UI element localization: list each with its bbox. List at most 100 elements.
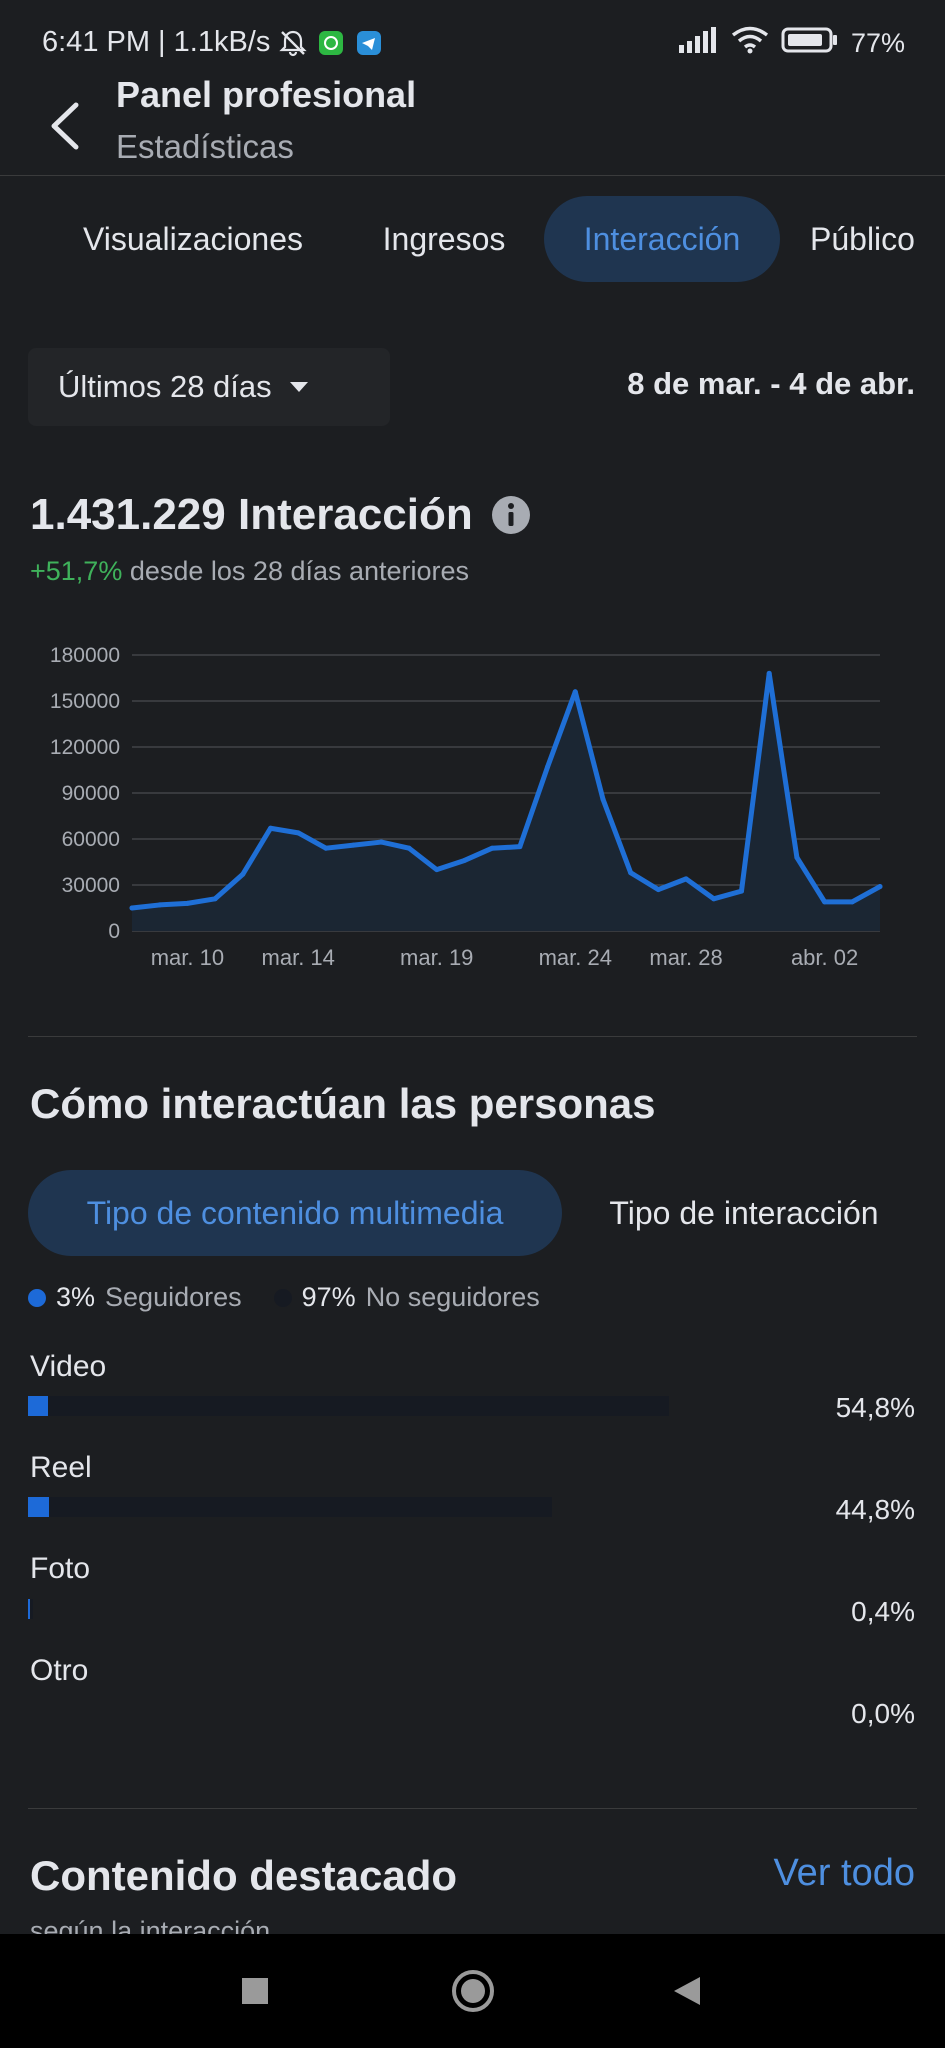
data-point [323,845,329,851]
wifi-icon [731,26,769,61]
back-nav-button[interactable] [660,1964,714,2018]
x-tick-label: mar. 19 [400,945,473,970]
series-line [129,670,883,911]
data-point [378,839,384,845]
status-time: 6:41 PM | 1.1kB/s [42,26,271,58]
bar-label-otro: Otro [30,1654,89,1687]
legend-nonfollowers-value: 97% [301,1282,356,1312]
page-title: Panel profesional [116,74,417,115]
data-point [268,825,274,831]
see-all-link[interactable]: Ver todo [773,1852,915,1894]
status-left: 6:41 PM | 1.1kB/s [42,26,384,59]
y-tick-label: 30000 [62,874,120,897]
date-range-text: 8 de mar. - 4 de abr. [627,366,915,401]
bar-value-foto: 0,4% [851,1596,915,1627]
y-tick-label: 150000 [50,690,120,713]
app-header: Panel profesional Estadísticas [0,70,945,176]
circle-icon [452,1970,494,2012]
data-point [129,905,135,911]
featured-title: Contenido destacado [30,1852,458,1899]
data-point [794,854,800,860]
segment-interaction-type[interactable]: Tipo de interacción [609,1194,879,1231]
telegram-icon [354,28,384,58]
bar-value-otro: 0,0% [851,1698,915,1729]
y-tick-label: 60000 [62,828,120,851]
metric-change-text: desde los 28 días anteriores [129,556,470,586]
battery-icon [781,26,839,61]
info-icon[interactable] [491,495,531,535]
x-tick-label: mar. 24 [539,945,612,970]
y-tick-label: 90000 [62,782,120,805]
metric-change-percent: +51,7% [30,556,123,586]
bar-track-video [28,1396,670,1416]
data-point [545,764,551,770]
back-arrow-icon [51,102,79,150]
tab-visualizaciones[interactable]: Visualizaciones [83,220,303,257]
data-point [240,871,246,877]
legend-nonfollowers-label: No seguidores [365,1282,540,1312]
whatsapp-icon [316,28,346,58]
data-point [295,830,301,836]
recents-button[interactable] [228,1964,282,2018]
bar-fill-reel [28,1497,49,1517]
data-point [434,867,440,873]
bar-fill-video [28,1396,48,1416]
bar-label-video: Video [30,1350,107,1383]
data-point [711,896,717,902]
x-tick-label: abr. 02 [791,945,858,970]
square-icon [242,1978,268,2004]
bar-value-video: 54,8% [835,1392,915,1423]
follower-legend: 3% Seguidores 97% No seguidores [28,1282,540,1313]
data-point [683,876,689,882]
section-title: Cómo interactúan las personas [30,1080,656,1127]
y-tick-label: 120000 [50,736,120,759]
data-point [489,845,495,851]
metric-change: +51,7% desde los 28 días anteriores [30,556,469,587]
data-point [517,844,523,850]
data-point [406,845,412,851]
battery-level: 77% [850,28,905,58]
date-range-dropdown[interactable]: Últimos 28 días [28,348,390,426]
y-tick-label: 0 [108,920,120,943]
bar-track-reel [28,1497,553,1517]
bar-value-reel: 44,8% [835,1494,915,1525]
data-point [184,900,190,906]
divider [28,1808,917,1809]
metric-value: 1.431.229 Interacción [30,490,473,539]
segment-media-type[interactable]: Tipo de contenido multimedia [28,1170,562,1256]
data-point [572,689,578,695]
home-button[interactable] [446,1964,500,2018]
back-button[interactable] [40,98,90,154]
tab-ingresos[interactable]: Ingresos [382,220,506,257]
data-point [628,870,634,876]
bar-label-reel: Reel [30,1451,92,1484]
date-range-label: Últimos 28 días [58,369,272,404]
status-bar: 6:41 PM | 1.1kB/s [0,0,945,88]
y-tick-label: 180000 [50,644,120,667]
bell-off-icon [278,28,308,58]
bar-label-foto: Foto [30,1552,91,1585]
data-point [351,842,357,848]
system-nav-bar [0,1934,945,2048]
x-tick-label: mar. 14 [262,945,335,970]
divider [28,1036,917,1037]
data-point [877,884,883,890]
legend-dot-nonfollowers [273,1288,292,1307]
x-tick-label: mar. 10 [151,945,224,970]
bar-track-foto [28,1599,33,1619]
interaction-line-chart: 180000 150000 120000 90000 60000 30000 0 mar. 1… [50,644,883,970]
bar-fill-foto [28,1599,31,1619]
x-tick-label: mar. 28 [649,945,722,970]
data-point [849,899,855,905]
data-point [766,670,772,676]
legend-followers-label: Seguidores [105,1282,242,1312]
caret-down-icon [289,382,308,392]
data-point [655,887,661,893]
data-point [600,796,606,802]
tab-publico[interactable]: Público [810,220,915,257]
data-point [212,896,218,902]
data-point [157,902,163,908]
signal-icon [678,27,719,60]
tab-interaccion[interactable]: Interacción [544,196,780,282]
data-point [822,899,828,905]
